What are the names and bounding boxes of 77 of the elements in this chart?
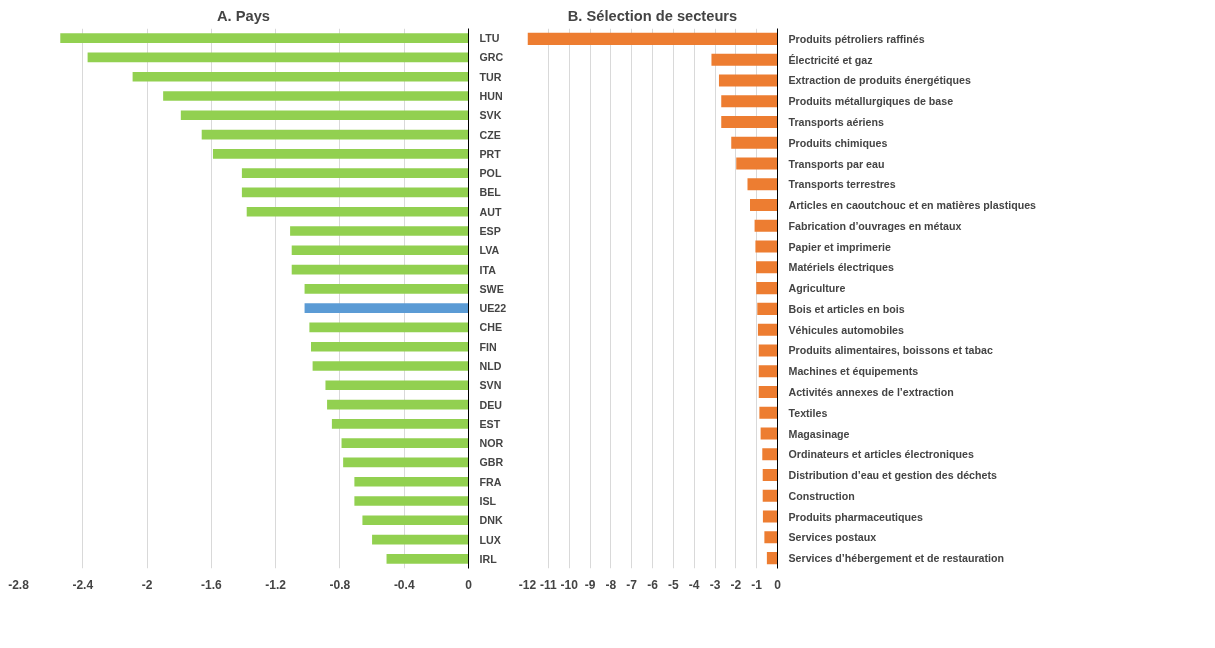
y-tick-label: CZE [479,128,501,141]
x-tick-label: -2.8 [8,577,30,592]
y-tick-label: POL [479,167,502,180]
x-tick-label: -9 [584,577,596,592]
y-tick-label: SWE [479,282,504,295]
y-tick-label: ITA [479,263,497,276]
x-tick-label: -6 [647,577,659,592]
x-tick-label: -1 [751,577,763,592]
y-tick-label: FRA [479,475,502,488]
y-tick-label: Produits pétroliers raffinés [788,32,925,45]
y-tick-label: Magasinage [788,427,850,440]
y-tick-label: Activités annexes de l’extraction [788,385,954,398]
x-tick-label: -1.2 [265,577,287,592]
y-tick-label: Produits métallurgiques de base [788,95,954,108]
y-tick-label: EST [479,417,501,430]
y-tick-label: Transports aériens [788,115,884,128]
y-tick-label: Articles en caoutchouc et en matières plastiques [788,199,1037,212]
y-tick-label: UE22 [479,302,507,315]
x-tick-label: -12 [518,577,537,592]
y-tick-label: Transports terrestres [788,178,896,191]
x-tick-label: -5 [668,577,679,592]
y-tick-label: BEL [479,186,502,199]
y-tick-label: IRL [479,552,498,565]
x-tick-label: -1.6 [201,577,223,592]
x-tick-label: -2 [730,577,742,592]
y-tick-label: LVA [479,244,500,257]
y-tick-label: ESP [479,225,501,237]
x-tick-label: -8 [605,577,617,592]
y-tick-label: NOR [479,437,504,450]
y-tick-label: Électricité et gaz [788,53,873,66]
y-tick-label: Distribution d’eau et gestion des déchets [788,469,997,482]
x-tick-label: -0.4 [393,577,415,592]
y-tick-label: Produits alimentaires, boissons et tabac [788,344,993,357]
y-tick-label: LUX [479,533,502,546]
y-tick-label: Fabrication d’ouvrages en métaux [788,219,962,232]
y-tick-label: Extraction de produits énergétiques [788,74,971,87]
x-tick-label: 0 [774,577,782,592]
x-tick-label: -7 [626,577,638,592]
x-tick-label: 0 [465,577,473,592]
y-tick-label: SVK [479,109,502,122]
y-tick-label: ISL [479,495,497,507]
y-tick-label: FIN [479,340,497,353]
y-tick-label: Services d’hébergement et de restauration [788,552,1005,565]
y-tick-label: Bois et articles en bois [788,302,905,315]
x-tick-label: -0.8 [329,577,351,592]
y-tick-label: GBR [479,456,504,469]
y-tick-label: Matériels électriques [788,261,894,274]
x-tick-label: -2.4 [72,577,94,592]
y-tick-label: SVN [479,379,502,392]
x-tick-label: -11 [539,577,557,592]
y-tick-label: HUN [479,90,503,102]
y-tick-label: Produits pharmaceutiques [788,510,923,523]
y-tick-label: Textiles [788,406,828,419]
y-tick-label: Véhicules automobiles [788,323,905,336]
chart-title: B. Sélection de secteurs [567,7,738,24]
y-tick-label: DNK [479,514,503,527]
y-tick-label: Transports par eau [788,157,885,170]
y-tick-label: DEU [479,398,503,411]
y-tick-label: LTU [479,32,500,45]
x-tick-label: -2 [141,577,153,592]
y-tick-label: CHE [479,321,502,334]
y-tick-label: Construction [788,489,855,502]
y-tick-label: TUR [479,70,502,83]
x-tick-label: -10 [560,577,579,592]
y-tick-label: Agriculture [788,282,846,295]
y-tick-label: AUT [479,205,502,218]
y-tick-label: Papier et imprimerie [788,240,892,253]
y-tick-label: Services postaux [788,531,877,544]
y-tick-label: Ordinateurs et articles électroniques [788,448,974,461]
y-tick-label: Machines et équipements [788,365,919,378]
y-tick-label: PRT [479,147,502,160]
y-tick-label: Produits chimiques [788,136,888,149]
x-tick-label: -4 [688,577,700,592]
y-tick-label: GRC [479,51,504,64]
y-tick-label: NLD [479,360,502,372]
x-tick-label: -3 [709,577,721,592]
chart-title: A. Pays [217,7,270,24]
